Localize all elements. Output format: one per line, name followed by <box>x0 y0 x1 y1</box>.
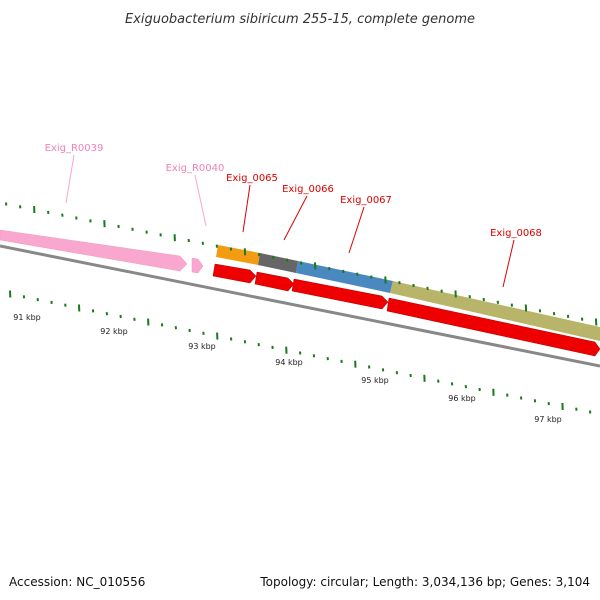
cog-band-orange <box>216 245 260 265</box>
scale-label-93: 93 kbp <box>188 342 216 351</box>
outer-tick-track <box>5 202 598 326</box>
feature-cds-65[interactable] <box>212 263 257 284</box>
feature-rna-39[interactable] <box>0 229 188 272</box>
scale-label-91: 91 kbp <box>13 313 41 322</box>
leader-cds-67 <box>348 206 365 254</box>
gene-label-cds-67: Exig_0067 <box>340 195 392 206</box>
gene-label-cds-68: Exig_0068 <box>490 228 542 239</box>
genome-summary-text: Topology: circular; Length: 3,034,136 bp… <box>259 575 590 589</box>
gene-label-rna-39: Exig_R0039 <box>45 143 104 154</box>
leader-rna-40 <box>194 174 207 227</box>
scale-label-96: 96 kbp <box>448 394 476 403</box>
scale-label-94: 94 kbp <box>275 358 303 367</box>
gene-label-cds-66: Exig_0066 <box>282 184 334 195</box>
cog-band-olive <box>390 281 600 341</box>
feature-cds-68[interactable] <box>386 297 600 357</box>
scale-label-92: 92 kbp <box>100 327 128 336</box>
scale-label-97: 97 kbp <box>534 415 562 424</box>
leader-rna-39 <box>65 154 75 204</box>
leader-cds-66 <box>283 195 308 241</box>
map-title: Exiguobacterium sibiricum 255-15, comple… <box>125 12 475 27</box>
cog-band-blue <box>296 261 393 293</box>
leader-cds-68 <box>502 239 515 288</box>
accession-text: Accession: NC_010556 <box>9 575 145 589</box>
feature-rna-40[interactable] <box>191 257 204 274</box>
inner-tick-track <box>9 290 592 414</box>
gene-label-cds-65: Exig_0065 <box>226 173 278 184</box>
feature-cds-66[interactable] <box>254 271 295 292</box>
gene-label-rna-40: Exig_R0040 <box>166 163 225 174</box>
genome-backbone <box>0 244 600 368</box>
feature-cds-67[interactable] <box>291 278 389 310</box>
cog-band-gray <box>258 253 298 273</box>
leader-cds-65 <box>242 184 251 233</box>
scale-label-95: 95 kbp <box>361 376 389 385</box>
